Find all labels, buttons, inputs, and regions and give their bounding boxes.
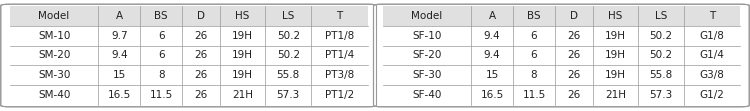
Text: PT1/8: PT1/8 [325,31,354,41]
Text: 16.5: 16.5 [481,90,504,100]
Text: 19H: 19H [232,31,253,41]
Text: 26: 26 [194,51,208,60]
Text: 6: 6 [158,31,164,41]
Text: SF-20: SF-20 [413,51,442,60]
Text: A: A [116,11,123,21]
Text: 19H: 19H [604,51,625,60]
Text: 26: 26 [567,90,580,100]
Text: 50.2: 50.2 [277,31,300,41]
Text: 15: 15 [112,70,126,80]
Text: 6: 6 [531,31,537,41]
Text: 55.8: 55.8 [277,70,300,80]
Text: SF-30: SF-30 [413,70,442,80]
Text: 9.4: 9.4 [484,31,500,41]
Text: T: T [709,11,716,21]
Text: 9.4: 9.4 [111,51,128,60]
Text: 15: 15 [485,70,499,80]
Text: Model: Model [38,11,70,21]
Text: 26: 26 [194,70,208,80]
Bar [10,6,368,26]
Text: G1/8: G1/8 [700,31,724,41]
Text: 21H: 21H [232,90,253,100]
Text: 11.5: 11.5 [522,90,545,100]
Text: 9.4: 9.4 [484,51,500,60]
Text: G3/8: G3/8 [700,70,724,80]
Text: 26: 26 [567,51,580,60]
Text: 16.5: 16.5 [108,90,131,100]
Bar [382,6,740,26]
Text: D: D [570,11,578,21]
Text: 21H: 21H [604,90,625,100]
Text: 6: 6 [531,51,537,60]
Text: 8: 8 [531,70,537,80]
Text: 50.2: 50.2 [277,51,300,60]
Text: BS: BS [527,11,541,21]
Text: SM-40: SM-40 [38,90,70,100]
Text: PT1/4: PT1/4 [325,51,354,60]
Text: SM-20: SM-20 [38,51,70,60]
Text: SM-30: SM-30 [38,70,70,80]
Text: HS: HS [608,11,622,21]
Text: SF-10: SF-10 [413,31,442,41]
Text: A: A [488,11,496,21]
Text: LS: LS [655,11,668,21]
Text: LS: LS [282,11,295,21]
Text: HS: HS [236,11,250,21]
Text: PT3/8: PT3/8 [325,70,354,80]
Text: 19H: 19H [604,31,625,41]
Text: 6: 6 [158,51,164,60]
FancyBboxPatch shape [374,4,749,107]
Text: G1/2: G1/2 [700,90,724,100]
Text: PT1/2: PT1/2 [325,90,354,100]
Text: 19H: 19H [232,51,253,60]
Text: D: D [197,11,205,21]
Text: 26: 26 [567,31,580,41]
Text: 50.2: 50.2 [650,51,673,60]
Text: 50.2: 50.2 [650,31,673,41]
Text: 9.7: 9.7 [111,31,128,41]
Text: 19H: 19H [232,70,253,80]
Text: 55.8: 55.8 [650,70,673,80]
Text: SF-40: SF-40 [413,90,442,100]
Text: Model: Model [411,11,442,21]
Text: 11.5: 11.5 [149,90,172,100]
Text: G1/4: G1/4 [700,51,724,60]
Text: 57.3: 57.3 [650,90,673,100]
Text: 8: 8 [158,70,164,80]
FancyBboxPatch shape [1,4,376,107]
Text: T: T [336,11,343,21]
Text: SM-10: SM-10 [38,31,70,41]
Text: 57.3: 57.3 [277,90,300,100]
Text: BS: BS [154,11,168,21]
Text: 26: 26 [194,31,208,41]
Text: 26: 26 [194,90,208,100]
Text: 19H: 19H [604,70,625,80]
Text: 26: 26 [567,70,580,80]
